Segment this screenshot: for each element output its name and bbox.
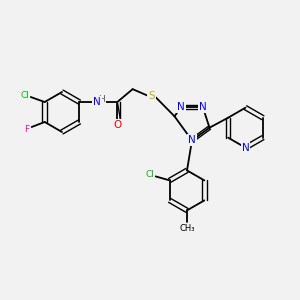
Text: Cl: Cl [20, 91, 29, 100]
Text: H: H [98, 95, 105, 104]
Text: N: N [177, 102, 185, 112]
Text: S: S [148, 91, 155, 101]
Text: F: F [24, 124, 29, 134]
Text: N: N [242, 143, 249, 153]
Text: O: O [113, 120, 122, 130]
Text: Cl: Cl [145, 170, 154, 179]
Text: N: N [188, 135, 196, 146]
Text: CH₃: CH₃ [179, 224, 195, 233]
Text: N: N [199, 102, 207, 112]
Text: N: N [93, 97, 101, 107]
